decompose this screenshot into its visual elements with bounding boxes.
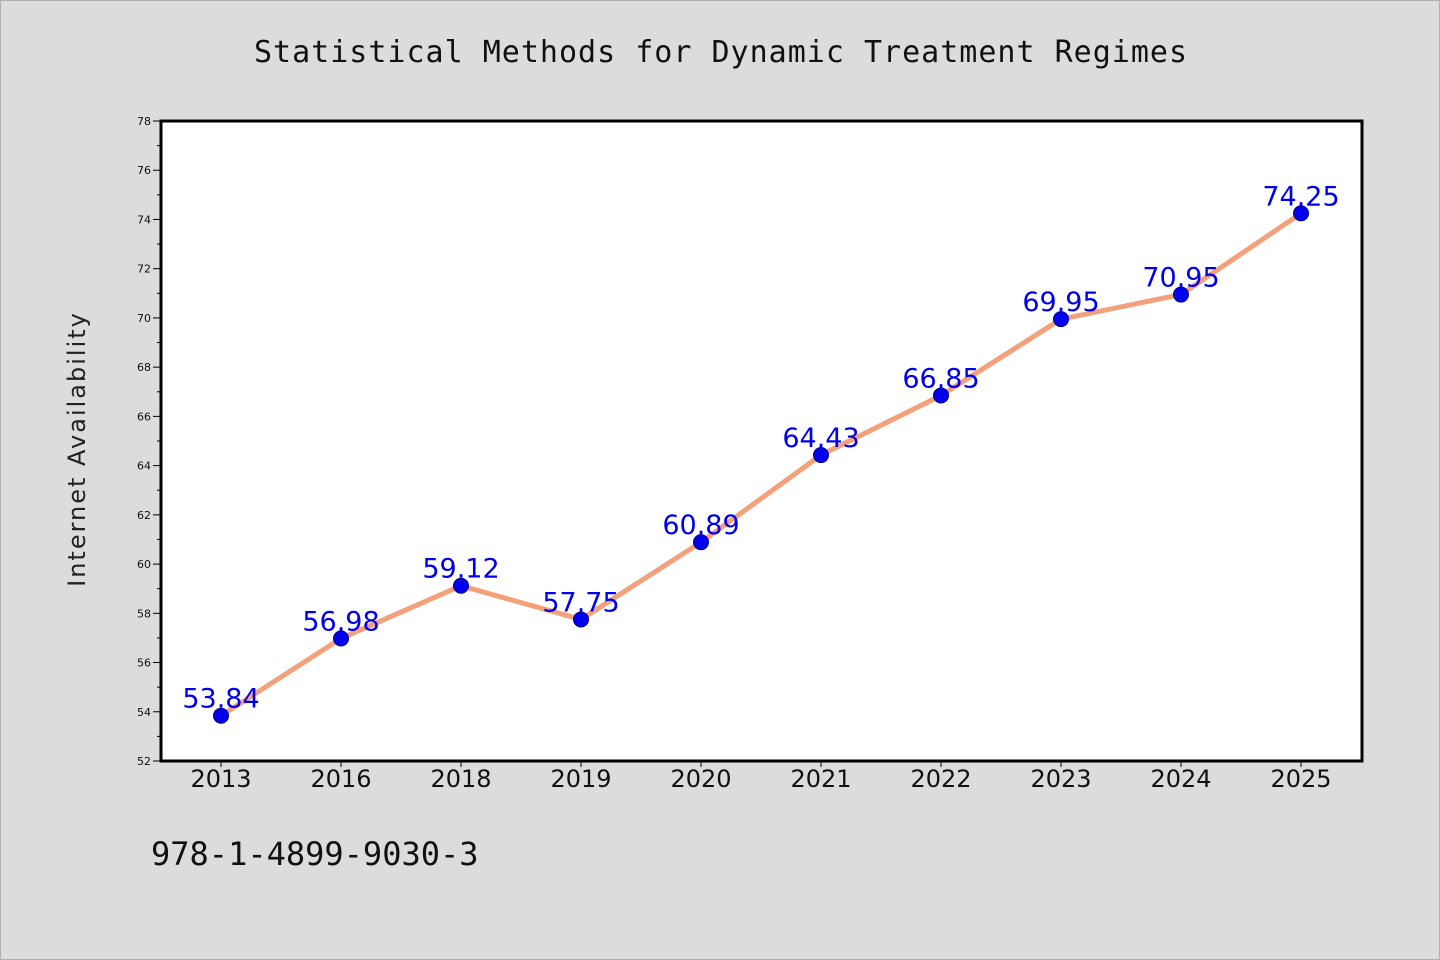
data-label: 66.85 (902, 363, 979, 394)
data-point (453, 577, 469, 594)
y-axis: 52 54 56 58 60 62 64 66 68 70 72 74 76 78 (137, 115, 161, 768)
x-tick-label: 2013 (190, 765, 251, 793)
chart-title: Statistical Methods for Dynamic Treatmen… (253, 35, 1188, 70)
y-tick-label: 74 (137, 213, 151, 226)
data-label: 57.75 (542, 587, 619, 618)
x-axis: 2013 2016 2018 2019 2020 2021 2022 2023 2024 2025 (190, 761, 1332, 793)
y-tick-label: 54 (137, 706, 151, 719)
data-point (1293, 205, 1309, 222)
plot-frame (159, 119, 1364, 763)
data-point (333, 630, 349, 647)
y-tick-label: 78 (137, 115, 151, 128)
y-tick-label: 72 (137, 263, 151, 276)
data-label: 53.84 (182, 684, 259, 715)
data-label: 59.12 (422, 554, 499, 585)
y-tick-label: 70 (137, 312, 151, 325)
y-tick-label: 56 (137, 657, 151, 670)
data-point (693, 534, 709, 551)
x-tick-label: 2024 (1150, 765, 1211, 793)
data-point (573, 611, 589, 628)
y-tick-label: 58 (137, 607, 151, 620)
data-point (213, 707, 229, 724)
x-tick-label: 2021 (790, 765, 851, 793)
data-label: 70.95 (1142, 263, 1219, 294)
y-tick-label: 68 (137, 361, 151, 374)
x-tick-label: 2022 (910, 765, 971, 793)
data-label: 74.25 (1262, 181, 1339, 212)
x-tick-label: 2023 (1030, 765, 1091, 793)
data-label: 60.89 (662, 510, 739, 541)
data-point (813, 447, 829, 464)
data-labels: 53.84 56.98 59.12 57.75 60.89 64.43 66.85 69.95… (182, 181, 1339, 714)
x-tick-label: 2025 (1270, 765, 1331, 793)
data-point (1173, 286, 1189, 303)
x-tick-label: 2019 (550, 765, 611, 793)
y-tick-label: 64 (137, 460, 151, 473)
series-markers (213, 205, 1309, 724)
y-tick-label: 66 (137, 410, 151, 423)
series-line (219, 211, 1303, 718)
plot-area (161, 121, 1362, 761)
data-point (1053, 311, 1069, 328)
y-tick-label: 60 (137, 558, 151, 571)
y-tick-label: 62 (137, 509, 151, 522)
x-tick-label: 2020 (670, 765, 731, 793)
x-tick-label: 2018 (430, 765, 491, 793)
y-tick-label: 76 (137, 164, 151, 177)
y-tick-label: 52 (137, 755, 151, 768)
data-label: 64.43 (782, 423, 859, 454)
isbn-code: 978-1-4899-9030-3 (151, 835, 479, 873)
data-label: 69.95 (1022, 287, 1099, 318)
x-tick-label: 2016 (310, 765, 371, 793)
data-label: 56.98 (302, 606, 379, 637)
data-point (933, 387, 949, 404)
